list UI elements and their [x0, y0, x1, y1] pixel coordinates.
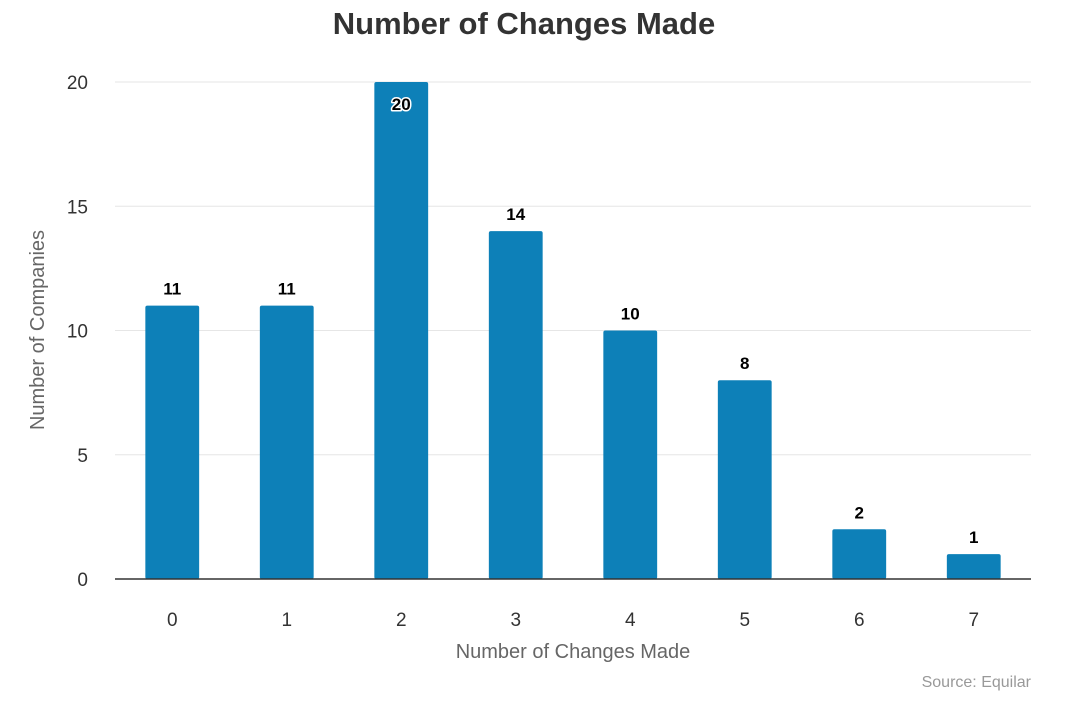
bar-value-label: 20	[392, 95, 411, 114]
y-tick-label: 5	[77, 446, 88, 467]
bars	[145, 82, 1001, 579]
x-tick-label: 3	[510, 610, 521, 631]
bar-value-label: 14	[506, 205, 525, 224]
source-note: Source: Equilar	[922, 674, 1032, 691]
x-tick-label: 7	[968, 610, 979, 631]
bar	[946, 554, 1001, 579]
bar	[259, 305, 314, 579]
bar	[374, 82, 429, 579]
x-tick-label: 2	[396, 610, 407, 631]
bar	[603, 330, 658, 579]
bar-value-label: 11	[163, 280, 181, 299]
chart-title: Number of Changes Made	[333, 6, 715, 41]
x-tick-label: 4	[625, 610, 636, 631]
bar	[717, 380, 772, 579]
bar-value-label: 11	[278, 280, 296, 299]
bar	[832, 529, 887, 579]
y-axis-ticks: 0 5 10 15 20	[67, 73, 88, 591]
bar	[145, 305, 200, 579]
bar	[488, 231, 543, 579]
y-tick-label: 20	[67, 73, 88, 94]
data-labels: 11 11 20 14 10 8 2 1	[162, 94, 980, 549]
gridlines	[115, 81, 1031, 456]
x-tick-label: 5	[739, 610, 750, 631]
y-tick-label: 15	[67, 197, 88, 218]
x-tick-label: 0	[167, 610, 178, 631]
bar-value-label: 2	[855, 503, 864, 522]
x-tick-label: 1	[281, 610, 292, 631]
x-tick-label: 6	[854, 610, 865, 631]
bar-value-label: 8	[740, 354, 749, 373]
x-axis-title: Number of Changes Made	[456, 641, 691, 663]
y-tick-label: 0	[77, 570, 88, 591]
x-axis-ticks: 0 1 2 3 4 5 6 7	[167, 610, 979, 631]
y-axis-title: Number of Companies	[27, 230, 49, 430]
y-tick-label: 10	[67, 322, 88, 343]
bar-value-label: 10	[621, 305, 640, 324]
bar-value-label: 1	[969, 528, 978, 547]
